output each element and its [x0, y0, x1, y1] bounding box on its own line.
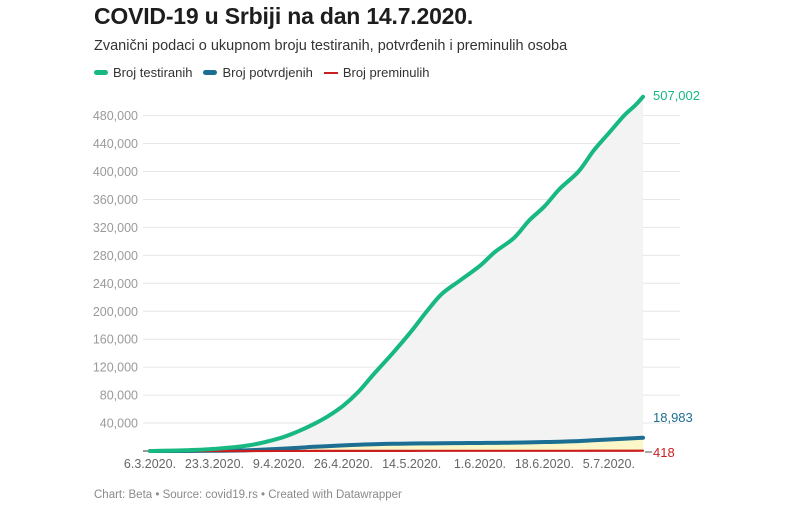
legend-swatch-green-icon: [94, 70, 108, 75]
legend-item-preminuli: Broj preminulih: [323, 65, 430, 80]
chart-legend: Broj testiranih Broj potvrdjenih Broj pr…: [94, 65, 441, 80]
legend-item-potvrdjeni: Broj potvrdjenih: [203, 65, 313, 80]
y-tick-label: 400,000: [93, 165, 138, 179]
y-tick-label: 480,000: [93, 109, 138, 123]
chart-lines: [148, 94, 645, 453]
y-tick-label: 440,000: [93, 137, 138, 151]
y-axis: 40,000 80,000 120,000 160,000 200,000 240,000…: [93, 109, 138, 430]
chart-title: COVID-19 u Srbiji na dan 14.7.2020.: [94, 3, 474, 29]
x-axis: 6.3.2020. 23.3.2020. 9.4.2020. 26.4.2020. 14…: [124, 457, 635, 471]
x-tick-label: 9.4.2020.: [253, 457, 305, 471]
legend-label: Broj potvrdjenih: [222, 65, 313, 80]
chart-subtitle: Zvanični podaci o ukupnom broju testiran…: [94, 38, 568, 54]
y-tick-label: 40,000: [100, 417, 138, 431]
x-tick-label: 1.6.2020.: [454, 457, 506, 471]
y-tick-label: 320,000: [93, 221, 138, 235]
legend-swatch-blue-icon: [203, 70, 218, 75]
legend-item-testirani: Broj testiranih: [94, 65, 192, 80]
chart-footer: Chart: Beta • Source: covid19.rs • Creat…: [94, 489, 402, 501]
legend-label: Broj preminulih: [342, 65, 430, 80]
legend-label: Broj testiranih: [113, 65, 193, 80]
series-line-0: [148, 94, 645, 453]
y-tick-label: 80,000: [100, 389, 138, 403]
end-label: 18,983: [653, 410, 693, 425]
end-labels: 507,002 18,983 418: [645, 88, 700, 460]
x-tick-label: 5.7.2020.: [583, 457, 635, 471]
legend-swatch-red-icon: [323, 71, 338, 74]
x-tick-label: 14.5.2020.: [382, 457, 441, 471]
y-tick-label: 280,000: [93, 249, 138, 263]
x-tick-label: 18.6.2020.: [515, 457, 574, 471]
end-label: 418: [653, 445, 675, 460]
y-tick-label: 120,000: [93, 361, 138, 375]
series-line-1: [148, 435, 645, 453]
chart-areas: [143, 96, 643, 452]
area-testirani: [150, 96, 643, 451]
y-tick-label: 240,000: [93, 277, 138, 291]
y-tick-label: 360,000: [93, 193, 138, 207]
y-tick-label: 200,000: [93, 305, 138, 319]
end-label: 507,002: [653, 88, 700, 103]
x-tick-label: 6.3.2020.: [124, 457, 176, 471]
y-tick-label: 160,000: [93, 333, 138, 347]
x-tick-label: 23.3.2020.: [185, 457, 244, 471]
x-tick-label: 26.4.2020.: [314, 457, 373, 471]
